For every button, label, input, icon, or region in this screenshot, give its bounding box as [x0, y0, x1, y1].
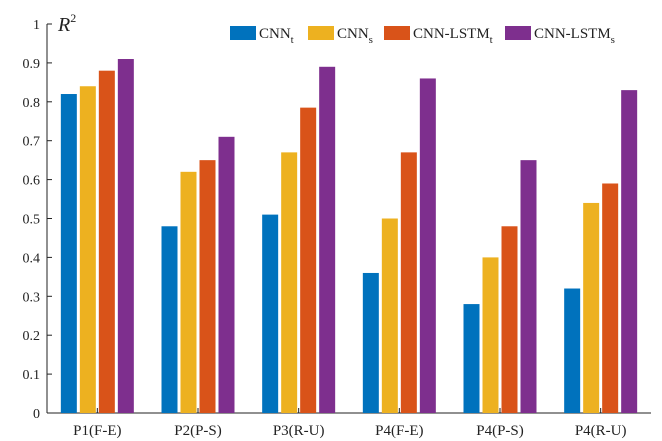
bar [463, 304, 480, 413]
y-axis-ticks: 0 0.1 0.2 0.3 0.4 0.5 0.6 0.7 0.8 0.9 1 [23, 18, 52, 422]
bar [501, 226, 518, 413]
bar [161, 226, 178, 413]
y-tick-label: 0.9 [23, 57, 41, 72]
legend-label: CNN-LSTMt [413, 26, 493, 46]
y-tick-label: 0.7 [23, 135, 41, 150]
x-axis-ticks: P1(F-E) P2(P-S) P3(R-U) P4(F-E) P4(P-S) P4(R-… [73, 408, 627, 439]
bar [482, 257, 499, 413]
y-tick-label: 0.6 [23, 174, 41, 189]
x-tick-label: P1(F-E) [73, 423, 121, 439]
y-tick-label: 0.4 [23, 251, 41, 266]
y-tick-label: 0.8 [23, 96, 41, 111]
bar [218, 136, 235, 413]
bar [319, 66, 336, 413]
bar [300, 107, 317, 413]
legend-swatch [230, 26, 256, 40]
y-axis-label: R2 [57, 11, 76, 36]
bar [419, 78, 436, 414]
y-tick-label: 0 [33, 407, 40, 422]
bar [262, 214, 279, 413]
bar [281, 152, 298, 413]
y-tick-label: 0.1 [23, 368, 41, 383]
bar [583, 202, 600, 413]
x-tick-label: P4(F-E) [375, 423, 423, 439]
legend-label: CNNs [337, 26, 373, 46]
y-tick-label: 0.2 [23, 329, 41, 344]
legend-label: CNN-LSTMs [534, 26, 615, 46]
chart-bars [60, 59, 638, 414]
bar [79, 86, 96, 414]
chart-axes [46, 24, 651, 414]
bar [362, 272, 379, 413]
bar [602, 183, 619, 413]
y-tick-label: 0.5 [23, 213, 41, 228]
bar [117, 59, 134, 413]
x-tick-label: P4(P-S) [476, 423, 524, 439]
bar [98, 70, 115, 414]
bar [621, 90, 638, 413]
bar [199, 160, 216, 413]
bar [381, 218, 398, 413]
legend-swatch [308, 26, 334, 40]
bar [60, 94, 77, 414]
x-tick-label: P4(R-U) [575, 423, 627, 439]
bar [520, 160, 537, 413]
x-tick-label: P2(P-S) [174, 423, 222, 439]
chart-legend: CNNt CNNs CNN-LSTMt CNN-LSTMs [230, 26, 615, 46]
x-tick-label: P3(R-U) [273, 423, 325, 439]
y-tick-label: 0.3 [23, 290, 41, 305]
y-tick-label: 1 [33, 18, 40, 33]
legend-label: CNNt [259, 26, 294, 46]
bar [400, 152, 417, 413]
legend-swatch [505, 26, 531, 40]
bar [564, 288, 581, 413]
legend-swatch [384, 26, 410, 40]
bar [180, 171, 197, 413]
